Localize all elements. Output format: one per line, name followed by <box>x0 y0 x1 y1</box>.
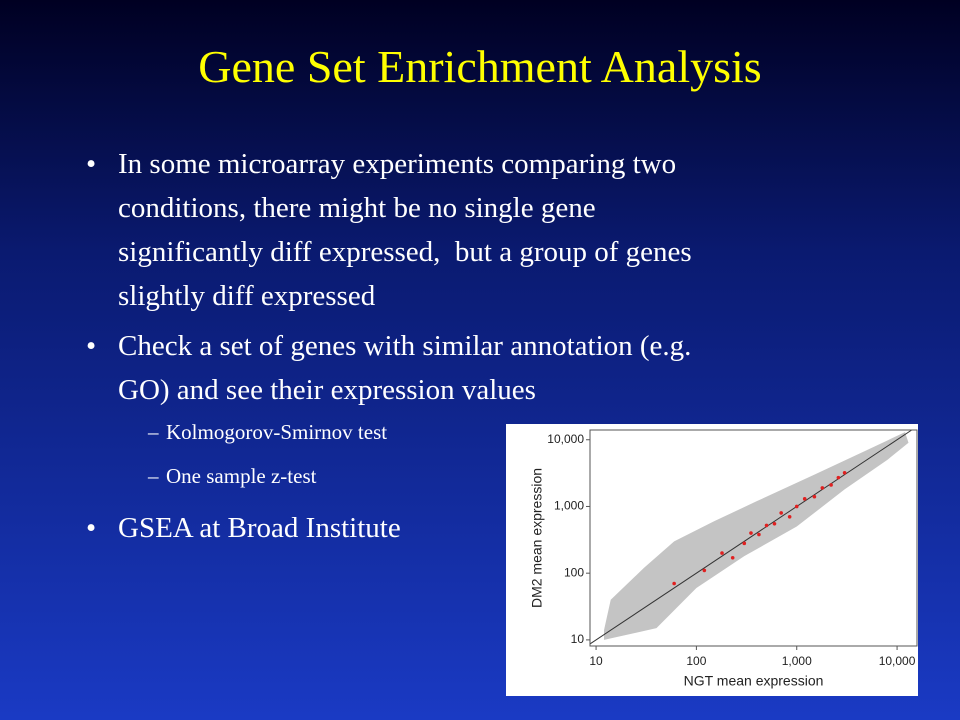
point <box>757 532 761 537</box>
x-tick-label: 1,000 <box>782 654 812 668</box>
y-tick-label: 1,000 <box>554 499 584 513</box>
bullet-text: In some microarray experiments comparing… <box>118 148 677 180</box>
sub-bullet-text: One sample z-test <box>166 464 317 488</box>
bullet-dot: • <box>86 148 97 180</box>
point <box>730 556 735 560</box>
y-tick-label: 10 <box>571 632 585 646</box>
bullet-text: significantly diff expressed, but a grou… <box>118 236 692 268</box>
point <box>794 504 799 509</box>
y-tick-label: 100 <box>564 565 584 579</box>
point <box>742 541 747 546</box>
point <box>842 470 847 475</box>
plot-frame <box>589 429 918 647</box>
point <box>764 523 769 528</box>
x-tick-label: 10,000 <box>879 654 916 668</box>
point <box>836 475 841 480</box>
point <box>749 531 753 535</box>
x-tick-label: 100 <box>686 654 706 668</box>
point <box>720 551 724 555</box>
bullet-text: GSEA at Broad Institute <box>118 512 401 544</box>
y-axis-label: DM2 mean expression <box>529 468 545 608</box>
point <box>779 511 783 515</box>
bullet-dot: • <box>86 330 97 362</box>
figure: 10 100 1,000 10,000 10 100 1,000 10,000 NGT mean… <box>506 424 918 696</box>
point <box>812 494 817 499</box>
slide-title: Gene Set Enrichment Analysis <box>198 41 762 92</box>
bullet-text: conditions, there might be no single gen… <box>118 192 596 224</box>
point <box>802 497 807 501</box>
bullet-text: GO) and see their expression values <box>118 374 536 406</box>
point <box>829 483 833 487</box>
sub-dash: – <box>148 464 159 488</box>
x-tick-label: 10 <box>589 654 603 668</box>
sub-bullet-text: Kolmogorov-Smirnov test <box>166 420 388 444</box>
point <box>820 486 825 490</box>
bullet-text: slightly diff expressed <box>118 280 376 312</box>
point <box>702 568 707 573</box>
point <box>672 581 676 586</box>
bullet-text: Check a set of genes with similar annota… <box>118 330 692 362</box>
sub-dash: – <box>148 420 159 444</box>
identity-line <box>589 429 913 645</box>
x-axis-label: NGT mean expression <box>684 673 824 689</box>
point <box>787 514 792 519</box>
y-tick-label: 10,000 <box>547 432 584 446</box>
point <box>772 521 777 526</box>
bullet-dot: • <box>86 512 97 544</box>
